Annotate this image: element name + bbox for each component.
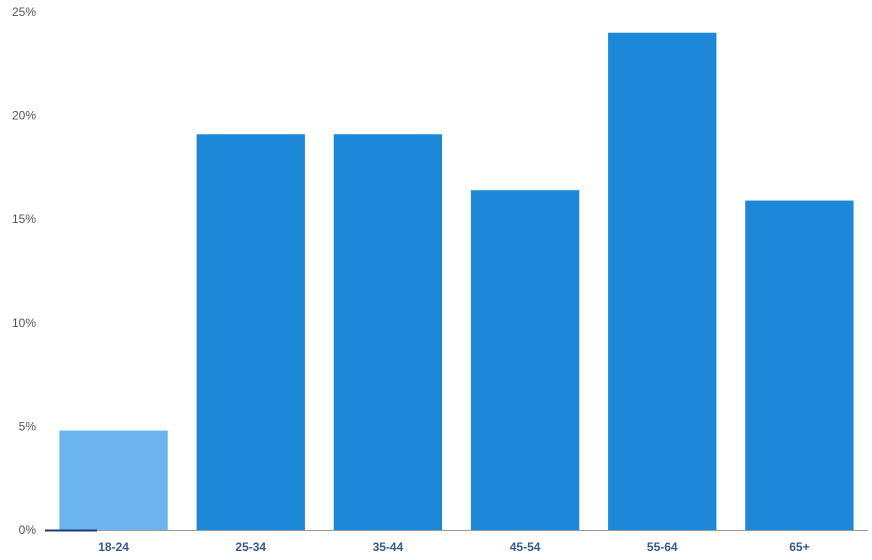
x-tick-label: 35-44 <box>373 540 404 554</box>
bar-25-34 <box>196 134 305 531</box>
y-tick-label: 15% <box>12 212 36 226</box>
y-axis-ticks: 0% 5% 10% 15% 20% 25% <box>12 5 36 537</box>
x-axis-labels: 18-24 25-34 35-44 45-54 55-64 65+ <box>98 540 809 554</box>
bars <box>59 32 854 531</box>
bar-35-44 <box>333 134 443 531</box>
bar-18-24 <box>59 430 168 530</box>
x-tick-label: 55-64 <box>647 540 678 554</box>
y-tick-label: 25% <box>12 5 36 19</box>
x-tick-label: 25-34 <box>235 540 266 554</box>
x-tick-label: 65+ <box>789 540 809 554</box>
bar-45-54 <box>470 190 580 530</box>
x-tick-label: 18-24 <box>98 540 129 554</box>
y-tick-label: 20% <box>12 109 36 123</box>
bar-55-64 <box>608 32 717 530</box>
bar-65+ <box>745 200 854 530</box>
x-tick-label: 45-54 <box>510 540 541 554</box>
y-tick-label: 5% <box>19 419 37 433</box>
y-tick-label: 10% <box>12 316 36 330</box>
y-tick-label: 0% <box>19 523 37 537</box>
